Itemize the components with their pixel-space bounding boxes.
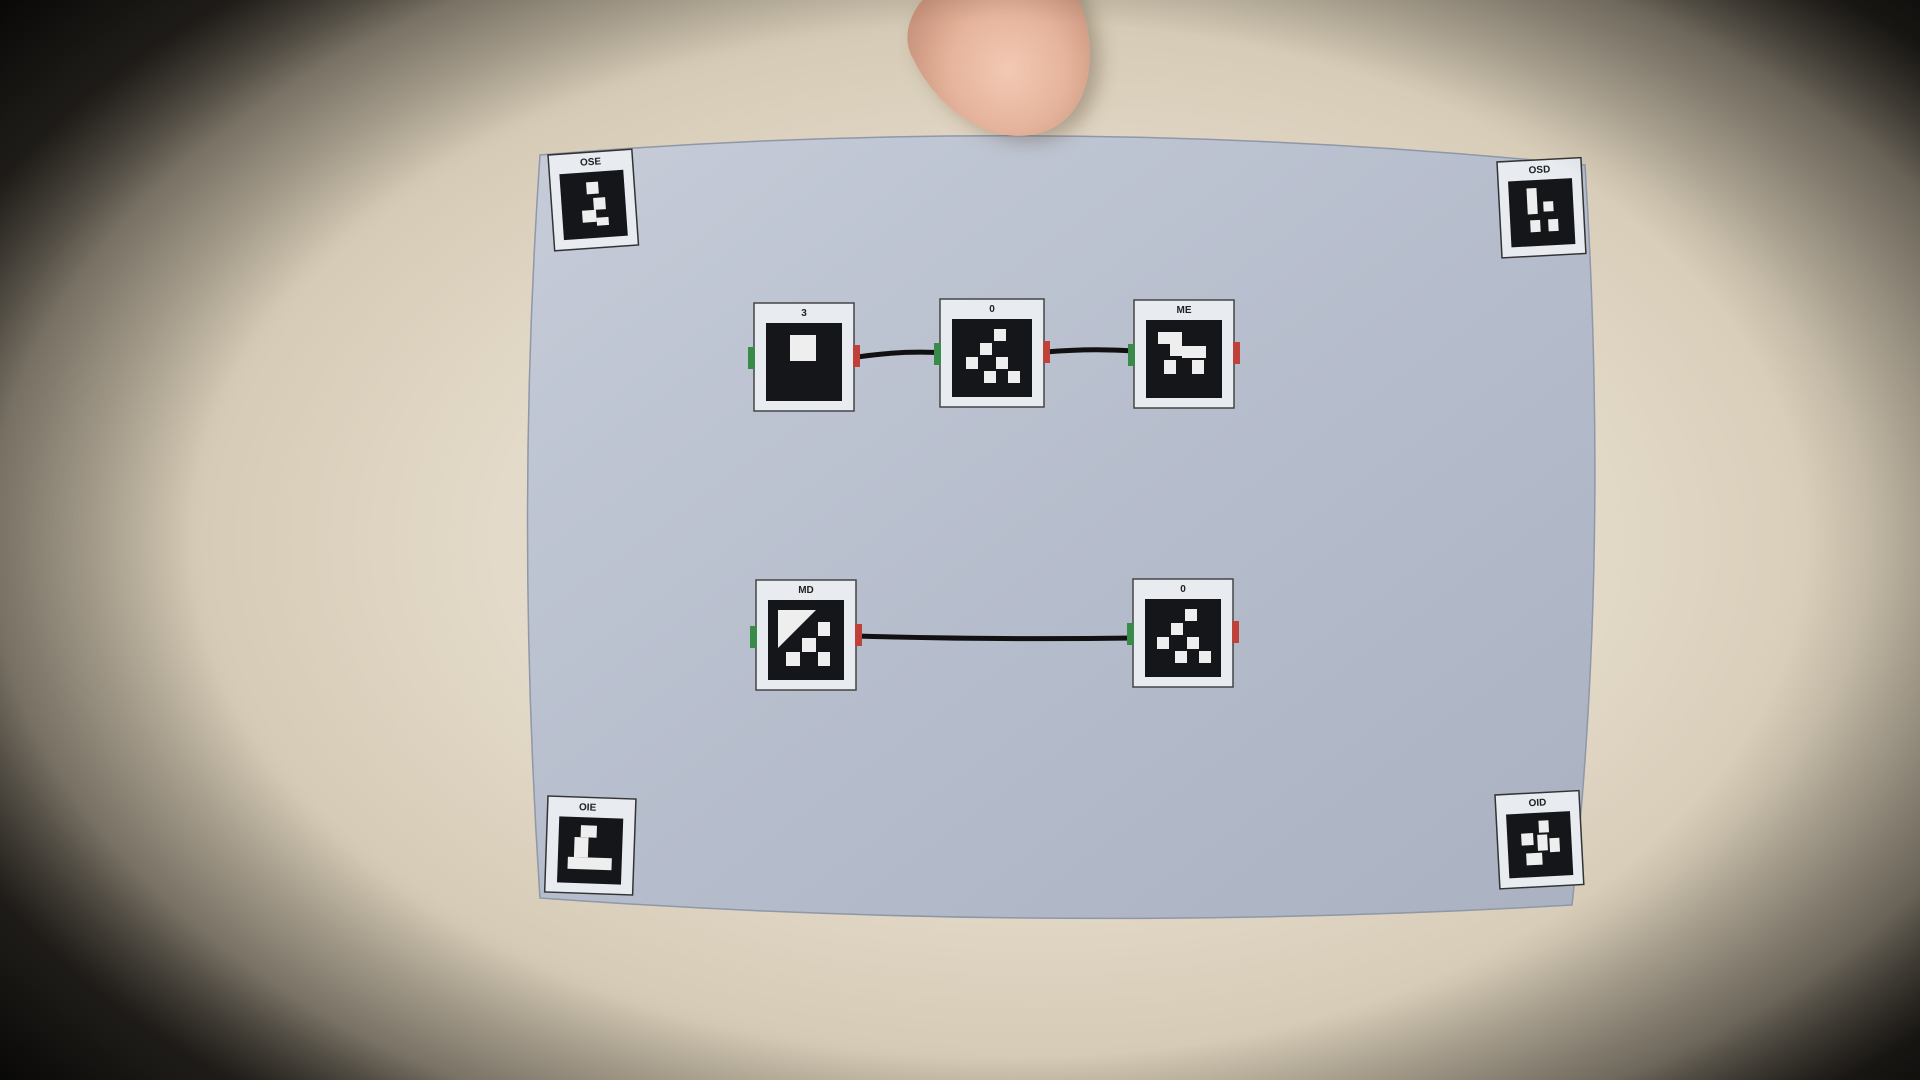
block-4-label: MD xyxy=(798,585,814,596)
marker-label-osd: OSD xyxy=(1528,164,1550,176)
wire-4-5 xyxy=(855,633,1135,642)
corner-marker-top-left: OSE xyxy=(547,148,640,252)
marker-label-ose: OSE xyxy=(580,156,602,168)
block-4-output-port xyxy=(855,624,862,646)
block-1: 3 xyxy=(748,302,860,412)
block-2-output-port xyxy=(1043,341,1050,363)
marker-label-oid: OID xyxy=(1528,797,1546,809)
block-5: 0 xyxy=(1127,578,1239,688)
block-4: MD xyxy=(750,579,862,691)
corner-marker-bottom-left: OIE xyxy=(543,795,637,896)
block-2-label: 0 xyxy=(989,304,995,315)
block-3-label: ME xyxy=(1177,305,1192,316)
block-3-input-port xyxy=(1128,344,1135,366)
corner-marker-bottom-right: OID xyxy=(1494,789,1585,890)
block-2-input-port xyxy=(934,343,941,365)
paper-surface xyxy=(526,134,1596,920)
block-2: 0 xyxy=(934,298,1050,408)
corner-marker-top-right: OSD xyxy=(1496,156,1587,259)
block-5-input-port xyxy=(1127,623,1134,645)
block-4-input-port xyxy=(750,626,757,648)
wire-2-3 xyxy=(1045,347,1137,355)
marker-label-oie: OIE xyxy=(579,802,597,814)
block-1-output-port xyxy=(853,345,860,367)
block-5-output-port xyxy=(1232,621,1239,643)
block-3-output-port xyxy=(1233,342,1240,364)
block-1-label: 3 xyxy=(801,308,807,319)
block-5-label: 0 xyxy=(1180,584,1186,595)
block-1-input-port xyxy=(748,347,755,369)
block-3: ME xyxy=(1128,299,1240,409)
